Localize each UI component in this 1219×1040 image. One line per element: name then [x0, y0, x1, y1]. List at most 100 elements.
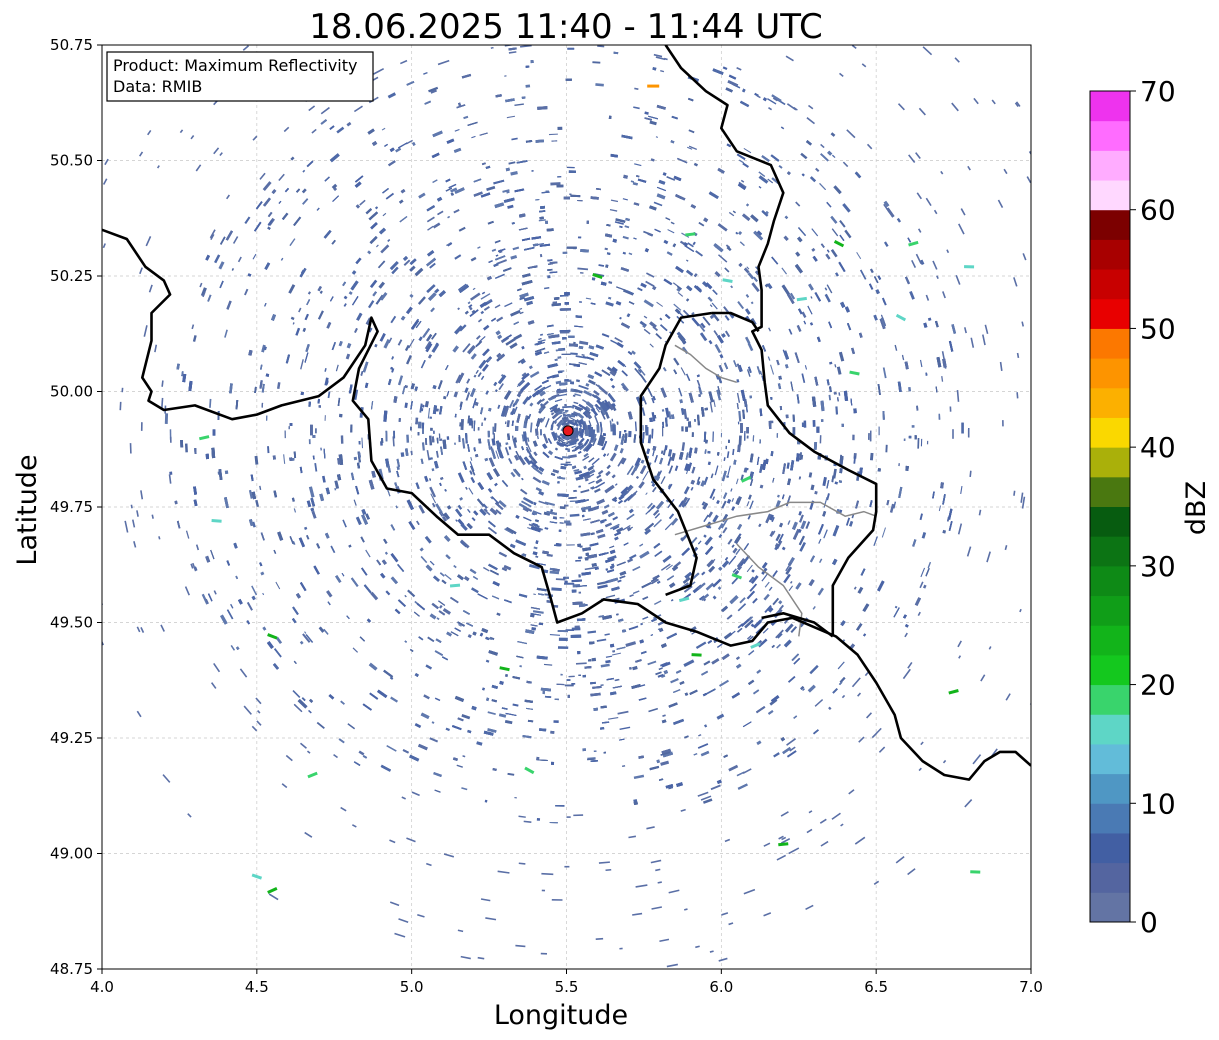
y-tick-label: 49.25 — [50, 729, 93, 747]
colorbar-cell — [1090, 714, 1130, 745]
echo-cell-green — [740, 475, 752, 483]
colorbar-cell — [1090, 654, 1130, 686]
colorbar-cell — [1090, 328, 1130, 359]
country-borders — [102, 45, 1031, 781]
echo-cell-green — [685, 232, 696, 237]
echo-cell-green — [833, 240, 845, 248]
echo-cell-green — [211, 519, 222, 523]
colorbar-cell — [1090, 269, 1130, 300]
echo-cell-green — [499, 666, 510, 672]
border-line-black — [712, 311, 760, 333]
colorbar-cell — [1090, 150, 1130, 181]
echo-cell-green — [722, 278, 733, 283]
colorbar-cell — [1090, 239, 1130, 270]
colorbar-cell — [1090, 209, 1130, 240]
colorbar-tick-label: 40 — [1140, 431, 1176, 464]
border-line-black — [102, 228, 1031, 781]
x-tick-label: 5.0 — [400, 978, 424, 996]
colorbar-tick-label: 50 — [1140, 312, 1176, 345]
colorbar-cell — [1090, 120, 1130, 151]
colorbar-tick-label: 30 — [1140, 550, 1176, 583]
echo-cell-green — [731, 573, 743, 580]
echo-cell-orange — [647, 84, 660, 88]
echo-speckle — [102, 45, 1031, 969]
info-box: Product: Maximum Reflectivity Data: RMIB — [106, 51, 374, 102]
colorbar-label: dBZ — [1181, 481, 1212, 535]
echo-cell-green — [796, 296, 808, 302]
reflectivity-echoes — [102, 45, 1031, 969]
echo-cell-green — [307, 771, 318, 779]
colorbar-cell — [1090, 180, 1130, 211]
x-tick-label: 4.0 — [90, 978, 114, 996]
echo-cell-green — [267, 633, 278, 640]
echo-cell-green — [908, 240, 919, 247]
echo-cell-green — [948, 689, 959, 695]
colorbar-cell — [1090, 476, 1130, 507]
grid-lines — [102, 45, 1031, 969]
echo-cell-green — [778, 842, 789, 847]
info-data-source: Data: RMIB — [113, 77, 202, 96]
echo-cell-green — [678, 596, 690, 603]
radar-site-marker — [562, 425, 574, 437]
y-tick-label: 50.00 — [50, 383, 93, 401]
colorbar-ticks: 0 10 20 30 40 50 60 70 — [1130, 75, 1176, 939]
colorbar-cell — [1090, 91, 1130, 122]
colorbar-tick-label: 0 — [1140, 906, 1158, 939]
y-tick-label: 50.75 — [50, 36, 93, 54]
radar-site-dot — [562, 425, 574, 437]
info-product: Product: Maximum Reflectivity — [113, 56, 357, 75]
x-tick-label: 5.5 — [555, 978, 579, 996]
x-tick-label: 4.5 — [245, 978, 269, 996]
echo-cell-green — [970, 870, 981, 874]
border-line-gray — [674, 501, 877, 536]
colorbar-tick-label: 70 — [1140, 75, 1176, 108]
colorbar-cell — [1090, 565, 1130, 597]
colorbar-frame — [1089, 90, 1131, 923]
x-axis-label: Longitude — [494, 1000, 628, 1031]
echo-cell-green — [251, 873, 263, 880]
echo-cell-green — [198, 435, 210, 441]
colorbar: 0 10 20 30 40 50 60 70 dBZ — [1089, 75, 1212, 939]
colorbar-tick-label: 20 — [1140, 669, 1176, 702]
colorbar-cell — [1090, 625, 1130, 656]
border-line-black — [761, 612, 834, 638]
figure-title: 18.06.2025 11:40 - 11:44 UTC — [309, 7, 823, 47]
border-line-black — [639, 311, 713, 597]
colorbar-cell — [1090, 387, 1130, 418]
info-box-frame — [106, 51, 374, 102]
x-axis-ticks: 4.0 4.5 5.0 5.5 6.0 6.5 7.0 — [90, 969, 1043, 996]
border-line-gray — [674, 344, 738, 384]
colorbar-cell — [1090, 832, 1130, 864]
colorbar-cells — [1090, 91, 1130, 923]
colorbar-cell — [1090, 536, 1130, 567]
y-tick-label: 49.00 — [50, 845, 93, 863]
map-area — [101, 44, 1032, 970]
echo-cell-green — [267, 887, 278, 894]
echo-cell-green — [449, 583, 461, 588]
colorbar-cell — [1090, 298, 1130, 329]
colorbar-cell — [1090, 773, 1130, 804]
colorbar-cell — [1090, 803, 1130, 834]
echo-cell-green — [849, 370, 860, 376]
y-tick-label: 49.50 — [50, 614, 93, 632]
colorbar-cell — [1090, 595, 1130, 626]
colorbar-cell — [1090, 447, 1130, 478]
echo-cell-green — [592, 273, 603, 279]
colorbar-cell — [1090, 358, 1130, 389]
colorbar-cell — [1090, 506, 1130, 537]
colorbar-cell — [1090, 743, 1130, 775]
y-tick-label: 50.50 — [50, 152, 93, 170]
colorbar-cell — [1090, 862, 1130, 893]
echo-cell-green — [691, 653, 702, 657]
x-tick-label: 6.5 — [864, 978, 888, 996]
y-axis-label: Latitude — [12, 454, 43, 565]
colorbar-cell — [1090, 417, 1130, 448]
colorbar-cell — [1090, 892, 1130, 923]
echo-cell-green — [750, 642, 761, 649]
y-tick-label: 48.75 — [50, 960, 93, 978]
echo-cell-green — [895, 313, 907, 322]
x-tick-label: 7.0 — [1019, 978, 1043, 996]
y-tick-label: 50.25 — [50, 267, 93, 285]
echo-cell-green — [524, 766, 535, 775]
